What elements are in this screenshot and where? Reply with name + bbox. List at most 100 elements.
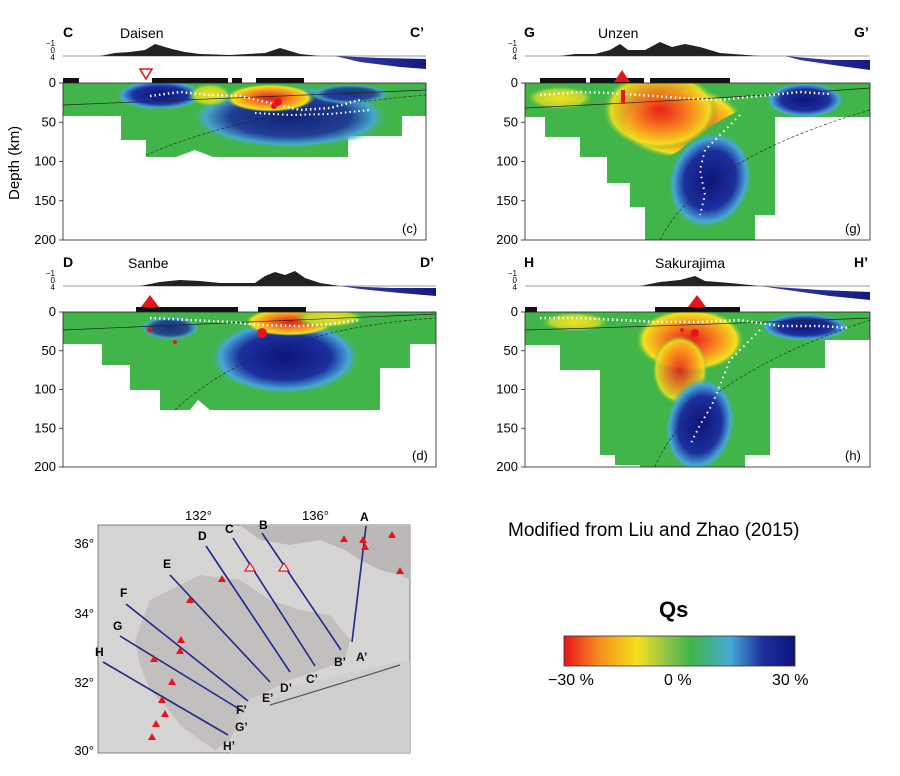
panel-label-g: (g) [845, 221, 861, 236]
volcano-marker-g [614, 70, 630, 82]
profile-line [205, 545, 291, 673]
profile-end-label-c: C’ [410, 24, 424, 40]
depth-tick-label: 200 [34, 459, 56, 474]
trench-line [269, 664, 401, 706]
topo-profile-h [525, 276, 870, 300]
depth-tick-label: 150 [34, 193, 56, 208]
profile-line [232, 537, 316, 667]
map-sea-trench [230, 660, 410, 753]
topo-tick-label: −1 [46, 269, 56, 278]
panel-h [524, 276, 871, 468]
land-bar-d [136, 307, 306, 312]
panel-label-c: (c) [402, 221, 417, 236]
depth-tick-label: 50 [42, 114, 56, 129]
profile-start-label: A [360, 510, 369, 524]
profile-end-label-h: H’ [854, 254, 868, 270]
depth-tick-label: 100 [496, 154, 518, 169]
map-labels: A A’ B B’ C C’ D D’ E E’ F F’ G G’ H H’ 132° 136° 36° 34° 32… [74, 508, 369, 758]
topo-profile-c [63, 44, 426, 69]
profile-line [125, 603, 249, 702]
profile-start-label: E [163, 557, 171, 571]
profile-end-label: E’ [262, 691, 273, 705]
profile-start-label: G [113, 619, 122, 633]
land-bar-h [525, 307, 740, 312]
volcano-name-c: Daisen [120, 25, 164, 41]
depth-tick-label: 100 [34, 154, 56, 169]
topo-profile-g [525, 42, 870, 70]
depth-tick-label: 150 [496, 193, 518, 208]
profile-line [261, 532, 342, 651]
tomography-g [525, 83, 870, 240]
map-land-honshu [240, 525, 410, 580]
depth-tick-label: 50 [42, 343, 56, 358]
legend-mid-label: 0 % [664, 672, 692, 689]
profile-end-label: H’ [223, 739, 235, 753]
volcano-marker-c [138, 68, 154, 81]
depth-tick-label: 200 [496, 232, 518, 247]
longitude-label: 136° [302, 508, 329, 523]
profile-end-label: B’ [334, 655, 346, 669]
topo-profile-d [63, 271, 436, 296]
figure-credit: Modified from Liu and Zhao (2015) [508, 520, 800, 541]
panel-label-h: (h) [845, 448, 861, 463]
profile-line [119, 635, 245, 713]
tomography-d [63, 312, 436, 411]
volcano-name-d: Sanbe [128, 255, 169, 271]
profile-start-label-g: G [524, 24, 535, 40]
colorbar-legend: Qs −30 % 0 % 30 % [548, 597, 808, 689]
depth-tick-label: 0 [511, 75, 518, 90]
depth-tick-label: 0 [49, 304, 56, 319]
topo-tick-label: −1 [46, 39, 56, 48]
profile-line [169, 574, 271, 683]
longitude-label: 132° [185, 508, 212, 523]
legend-title: Qs [659, 597, 688, 622]
depth-tick-label: 200 [496, 459, 518, 474]
profile-start-label: C [225, 522, 234, 536]
depth-tick-label: 0 [511, 304, 518, 319]
profile-line [102, 661, 229, 736]
latitude-label: 32° [74, 675, 94, 690]
land-bar-g [540, 78, 730, 83]
topo-tick-label: 0 [51, 46, 56, 55]
volcano-name-g: Unzen [598, 25, 638, 41]
map-volcano-open [277, 561, 291, 572]
volcano-marker-h [688, 295, 706, 307]
land-bar-c [63, 78, 304, 83]
latitude-label: 30° [74, 743, 94, 758]
profile-end-label: F’ [236, 703, 247, 717]
topo-tick-label: 4 [51, 283, 56, 292]
panel-d [62, 271, 437, 468]
axis-ticks: 050100150200−104050100150200−10405010015… [34, 39, 525, 474]
topo-tick-label: 4 [513, 53, 518, 62]
location-map: A A’ B B’ C C’ D D’ E E’ F F’ G G’ H H’ 132° 136° 36° 34° 32… [74, 508, 411, 758]
topo-tick-label: 4 [513, 283, 518, 292]
depth-tick-label: 150 [496, 420, 518, 435]
depth-tick-label: 0 [49, 75, 56, 90]
depth-tick-label: 50 [504, 114, 518, 129]
profile-end-label: G’ [235, 720, 248, 734]
profile-start-label-c: C [63, 24, 73, 40]
depth-tick-label: 150 [34, 420, 56, 435]
profile-start-label-d: D [63, 254, 73, 270]
topo-tick-label: 0 [513, 276, 518, 285]
volcano-marker-d [141, 295, 159, 307]
legend-max-label: 30 % [772, 672, 808, 689]
profile-end-label-d: D’ [420, 254, 434, 270]
map-land-west [135, 575, 350, 750]
profile-start-label-h: H [524, 254, 534, 270]
depth-tick-label: 100 [34, 382, 56, 397]
profile-start-label: H [95, 645, 104, 659]
tomography-h [525, 312, 870, 467]
topo-tick-label: 0 [513, 46, 518, 55]
panel-label-d: (d) [412, 448, 428, 463]
profile-start-label: D [198, 529, 207, 543]
topo-tick-label: −1 [508, 39, 518, 48]
topo-tick-label: 4 [51, 53, 56, 62]
panel-texts: C Daisen C’ (c) G Unzen G’ (g) D Sanbe D… [63, 24, 869, 463]
latitude-label: 36° [74, 536, 94, 551]
volcano-markers-map [148, 531, 404, 740]
topo-tick-label: 0 [51, 276, 56, 285]
panel-g [524, 42, 871, 241]
tomography-c [63, 83, 426, 157]
panel-c [62, 44, 427, 241]
